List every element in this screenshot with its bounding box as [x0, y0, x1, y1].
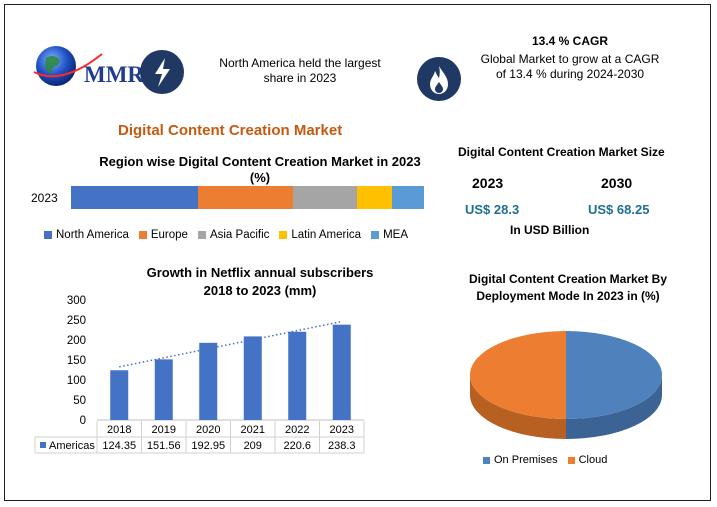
- pie-legend-item-cloud: Cloud: [567, 454, 608, 466]
- pie-chart: [470, 331, 662, 439]
- pie-legend-label: On Premises: [494, 454, 558, 466]
- region-legend: North America Europe Asia Pacific Latin Ame…: [44, 229, 418, 241]
- table-value-2021: 209: [244, 440, 262, 452]
- y-tick-label: 50: [73, 395, 86, 407]
- region-chart-title-line1: Region wise Digital Content Creation Mar…: [99, 154, 421, 169]
- pie-chart-title: Digital Content Creation Market By Deplo…: [418, 271, 717, 305]
- netflix-chart-title: Growth in Netflix annual subscribers 201…: [60, 264, 460, 300]
- market-size-value-2030: US$ 68.25: [588, 202, 650, 217]
- region-legend-item-latin-america: Latin America: [279, 229, 361, 241]
- region-legend-swatch: [197, 231, 206, 239]
- pie-legend-label: Cloud: [578, 454, 608, 466]
- pie-legend: On Premises Cloud: [483, 454, 617, 466]
- pie-slice-cloud: [470, 331, 566, 419]
- x-tick-label-2019: 2019: [152, 424, 176, 436]
- netflix-bar-2021: [243, 336, 262, 420]
- netflix-trendline: [119, 320, 342, 368]
- netflix-chart-title-line2: 2018 to 2023 (mm): [203, 283, 317, 298]
- lightning-icon: [155, 58, 170, 87]
- table-value-2018: 124.35: [102, 440, 136, 452]
- region-legend-swatch: [279, 231, 288, 239]
- lightning-circle: [140, 50, 184, 94]
- cagr-line1: Global Market to grow at a CAGR: [480, 52, 660, 66]
- pie-legend-swatch: [483, 456, 490, 464]
- region-bar-segment-mea: [392, 186, 424, 209]
- x-tick-label-2020: 2020: [196, 424, 220, 436]
- netflix-bar-2023: [332, 324, 351, 420]
- region-chart-title: Region wise Digital Content Creation Mar…: [60, 154, 460, 186]
- flame-circle: [417, 57, 461, 101]
- pie-chart-title-line2: Deployment Mode In 2023 in (%): [476, 289, 660, 303]
- pie-side-cloud: [470, 375, 566, 439]
- table-value-2019: 151.56: [147, 440, 181, 452]
- region-legend-swatch: [371, 231, 380, 239]
- info-north-america-line2: share in 2023: [263, 71, 337, 85]
- x-tick-label-2023: 2023: [330, 424, 354, 436]
- info-north-america: North America held the largest share in …: [200, 56, 400, 86]
- netflix-bar-2022: [288, 331, 307, 420]
- region-legend-label: Asia Pacific: [209, 229, 270, 241]
- region-legend-item-asia-pacific: Asia Pacific: [197, 229, 270, 241]
- netflix-bar-2020: [199, 342, 218, 420]
- region-legend-label: Europe: [150, 229, 188, 241]
- cagr-block: 13.4 % CAGR Global Market to grow at a C…: [470, 34, 670, 82]
- y-tick-label: 300: [67, 295, 86, 307]
- market-size-value-2023: US$ 28.3: [465, 202, 520, 217]
- region-legend-label: North America: [56, 229, 129, 241]
- pie-chart-title-line1: Digital Content Creation Market By: [468, 272, 668, 286]
- market-size-year-2023: 2023: [472, 175, 504, 191]
- market-size-unit: In USD Billion: [510, 223, 590, 237]
- infographic-frame: [4, 4, 711, 501]
- region-stacked-bar: [71, 186, 424, 209]
- region-legend-swatch: [138, 231, 147, 239]
- region-legend-item-mea: MEA: [371, 229, 408, 241]
- info-north-america-line1: North America held the largest: [219, 56, 381, 70]
- region-bar-segment-north-america: [71, 186, 199, 209]
- cagr-title: 13.4 % CAGR: [531, 34, 609, 48]
- region-bar-segment-asia-pacific: [293, 186, 357, 209]
- netflix-chart-title-line1: Growth in Netflix annual subscribers: [146, 265, 374, 280]
- region-bar-segment-europe: [198, 186, 294, 209]
- market-size-year-2030: 2030: [601, 175, 633, 191]
- region-legend-item-europe: Europe: [138, 229, 188, 241]
- logo: MMR: [32, 42, 145, 92]
- region-category-label: 2023: [31, 191, 58, 205]
- region-legend-label: MEA: [383, 229, 408, 241]
- logo-text: MMR: [84, 62, 145, 87]
- x-tick-label-2018: 2018: [107, 424, 131, 436]
- page-title: Digital Content Creation Market: [118, 122, 343, 139]
- flame-icon: [430, 66, 448, 94]
- y-tick-label: 150: [67, 355, 86, 367]
- x-tick-label-2021: 2021: [241, 424, 265, 436]
- y-tick-label: 0: [80, 415, 86, 427]
- pie-slice-on-premises: [566, 331, 662, 419]
- y-tick-label: 250: [67, 315, 86, 327]
- table-series-label: Americas: [49, 440, 95, 452]
- table-value-2023: 238.3: [328, 440, 356, 452]
- pie-side-on-premises: [566, 375, 662, 439]
- netflix-bar-2019: [154, 359, 173, 420]
- region-chart-title-line2: (%): [249, 170, 271, 185]
- globe-icon: [33, 46, 103, 86]
- netflix-bar-2018: [110, 370, 129, 420]
- pie-legend-item-on-premises: On Premises: [483, 454, 558, 466]
- cagr-line2: of 13.4 % during 2024-2030: [495, 67, 645, 81]
- table-value-2020: 192.95: [191, 440, 225, 452]
- table-series-swatch: [40, 442, 46, 448]
- market-size-title: Digital Content Creation Market Size: [458, 145, 665, 159]
- pie-legend-swatch: [567, 456, 575, 464]
- region-bar-segment-latin-america: [356, 186, 393, 209]
- y-tick-label: 200: [67, 335, 86, 347]
- table-value-2022: 220.6: [283, 440, 311, 452]
- region-legend-swatch: [44, 231, 52, 239]
- region-legend-label: Latin America: [291, 229, 362, 241]
- region-legend-item-north-america: North America: [44, 229, 129, 241]
- x-tick-label-2022: 2022: [285, 424, 309, 436]
- y-tick-label: 100: [67, 375, 86, 387]
